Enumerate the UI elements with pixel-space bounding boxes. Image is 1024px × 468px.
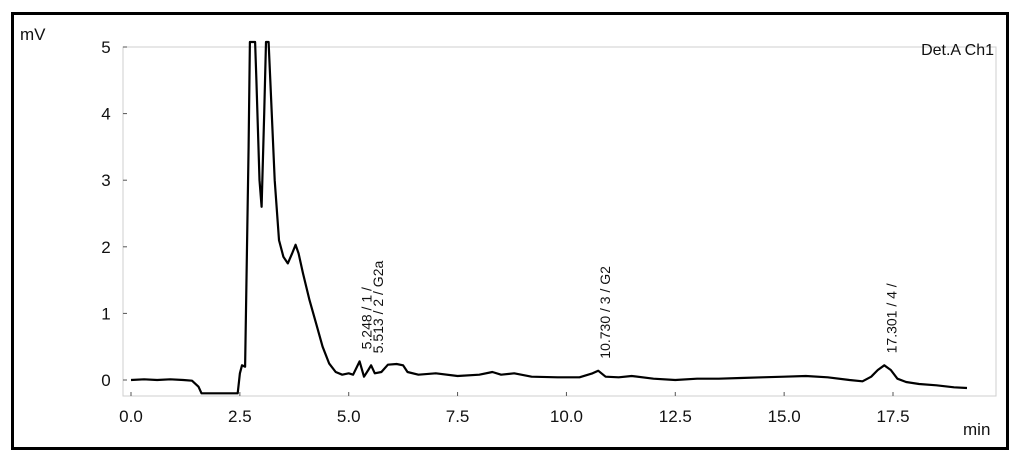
peak-label: 5.513 / 2 / G2a <box>370 261 386 354</box>
y-axis-label: mV <box>20 25 46 44</box>
y-tick-label: 3 <box>101 171 110 190</box>
x-tick-label: 10.0 <box>550 407 583 426</box>
plot-area <box>122 46 997 397</box>
x-tick-label: 17.5 <box>876 407 909 426</box>
y-tick-label: 1 <box>101 304 110 323</box>
chromatogram-trace <box>130 40 968 395</box>
chromatogram-chart: 0.0 2.5 5.0 7.5 10.0 12.5 15.0 17.5 0 1 2 3 4 5 5.248… <box>101 38 997 426</box>
x-tick-label: 5.0 <box>337 407 361 426</box>
y-tick-label: 2 <box>101 238 110 257</box>
x-tick-label: 12.5 <box>659 407 692 426</box>
chart-frame: 0.0 2.5 5.0 7.5 10.0 12.5 15.0 17.5 0 1 2 3 4 5 5.248… <box>11 12 1009 450</box>
x-tick-label: 2.5 <box>228 407 252 426</box>
detector-legend: Det.A Ch1 <box>921 42 994 59</box>
y-tick-label: 5 <box>101 38 110 57</box>
x-tick-label: 0.0 <box>119 407 143 426</box>
y-tick-label: 4 <box>101 105 110 124</box>
x-tick-label: 7.5 <box>446 407 470 426</box>
peak-label: 5.248 / 1 / <box>359 287 375 349</box>
y-tick-label: 0 <box>101 371 110 390</box>
x-axis-label: min <box>963 420 991 439</box>
x-tick-label: 15.0 <box>768 407 801 426</box>
peak-label: 17.301 / 4 / <box>883 283 899 353</box>
peak-label: 10.730 / 3 / G2 <box>597 266 613 359</box>
